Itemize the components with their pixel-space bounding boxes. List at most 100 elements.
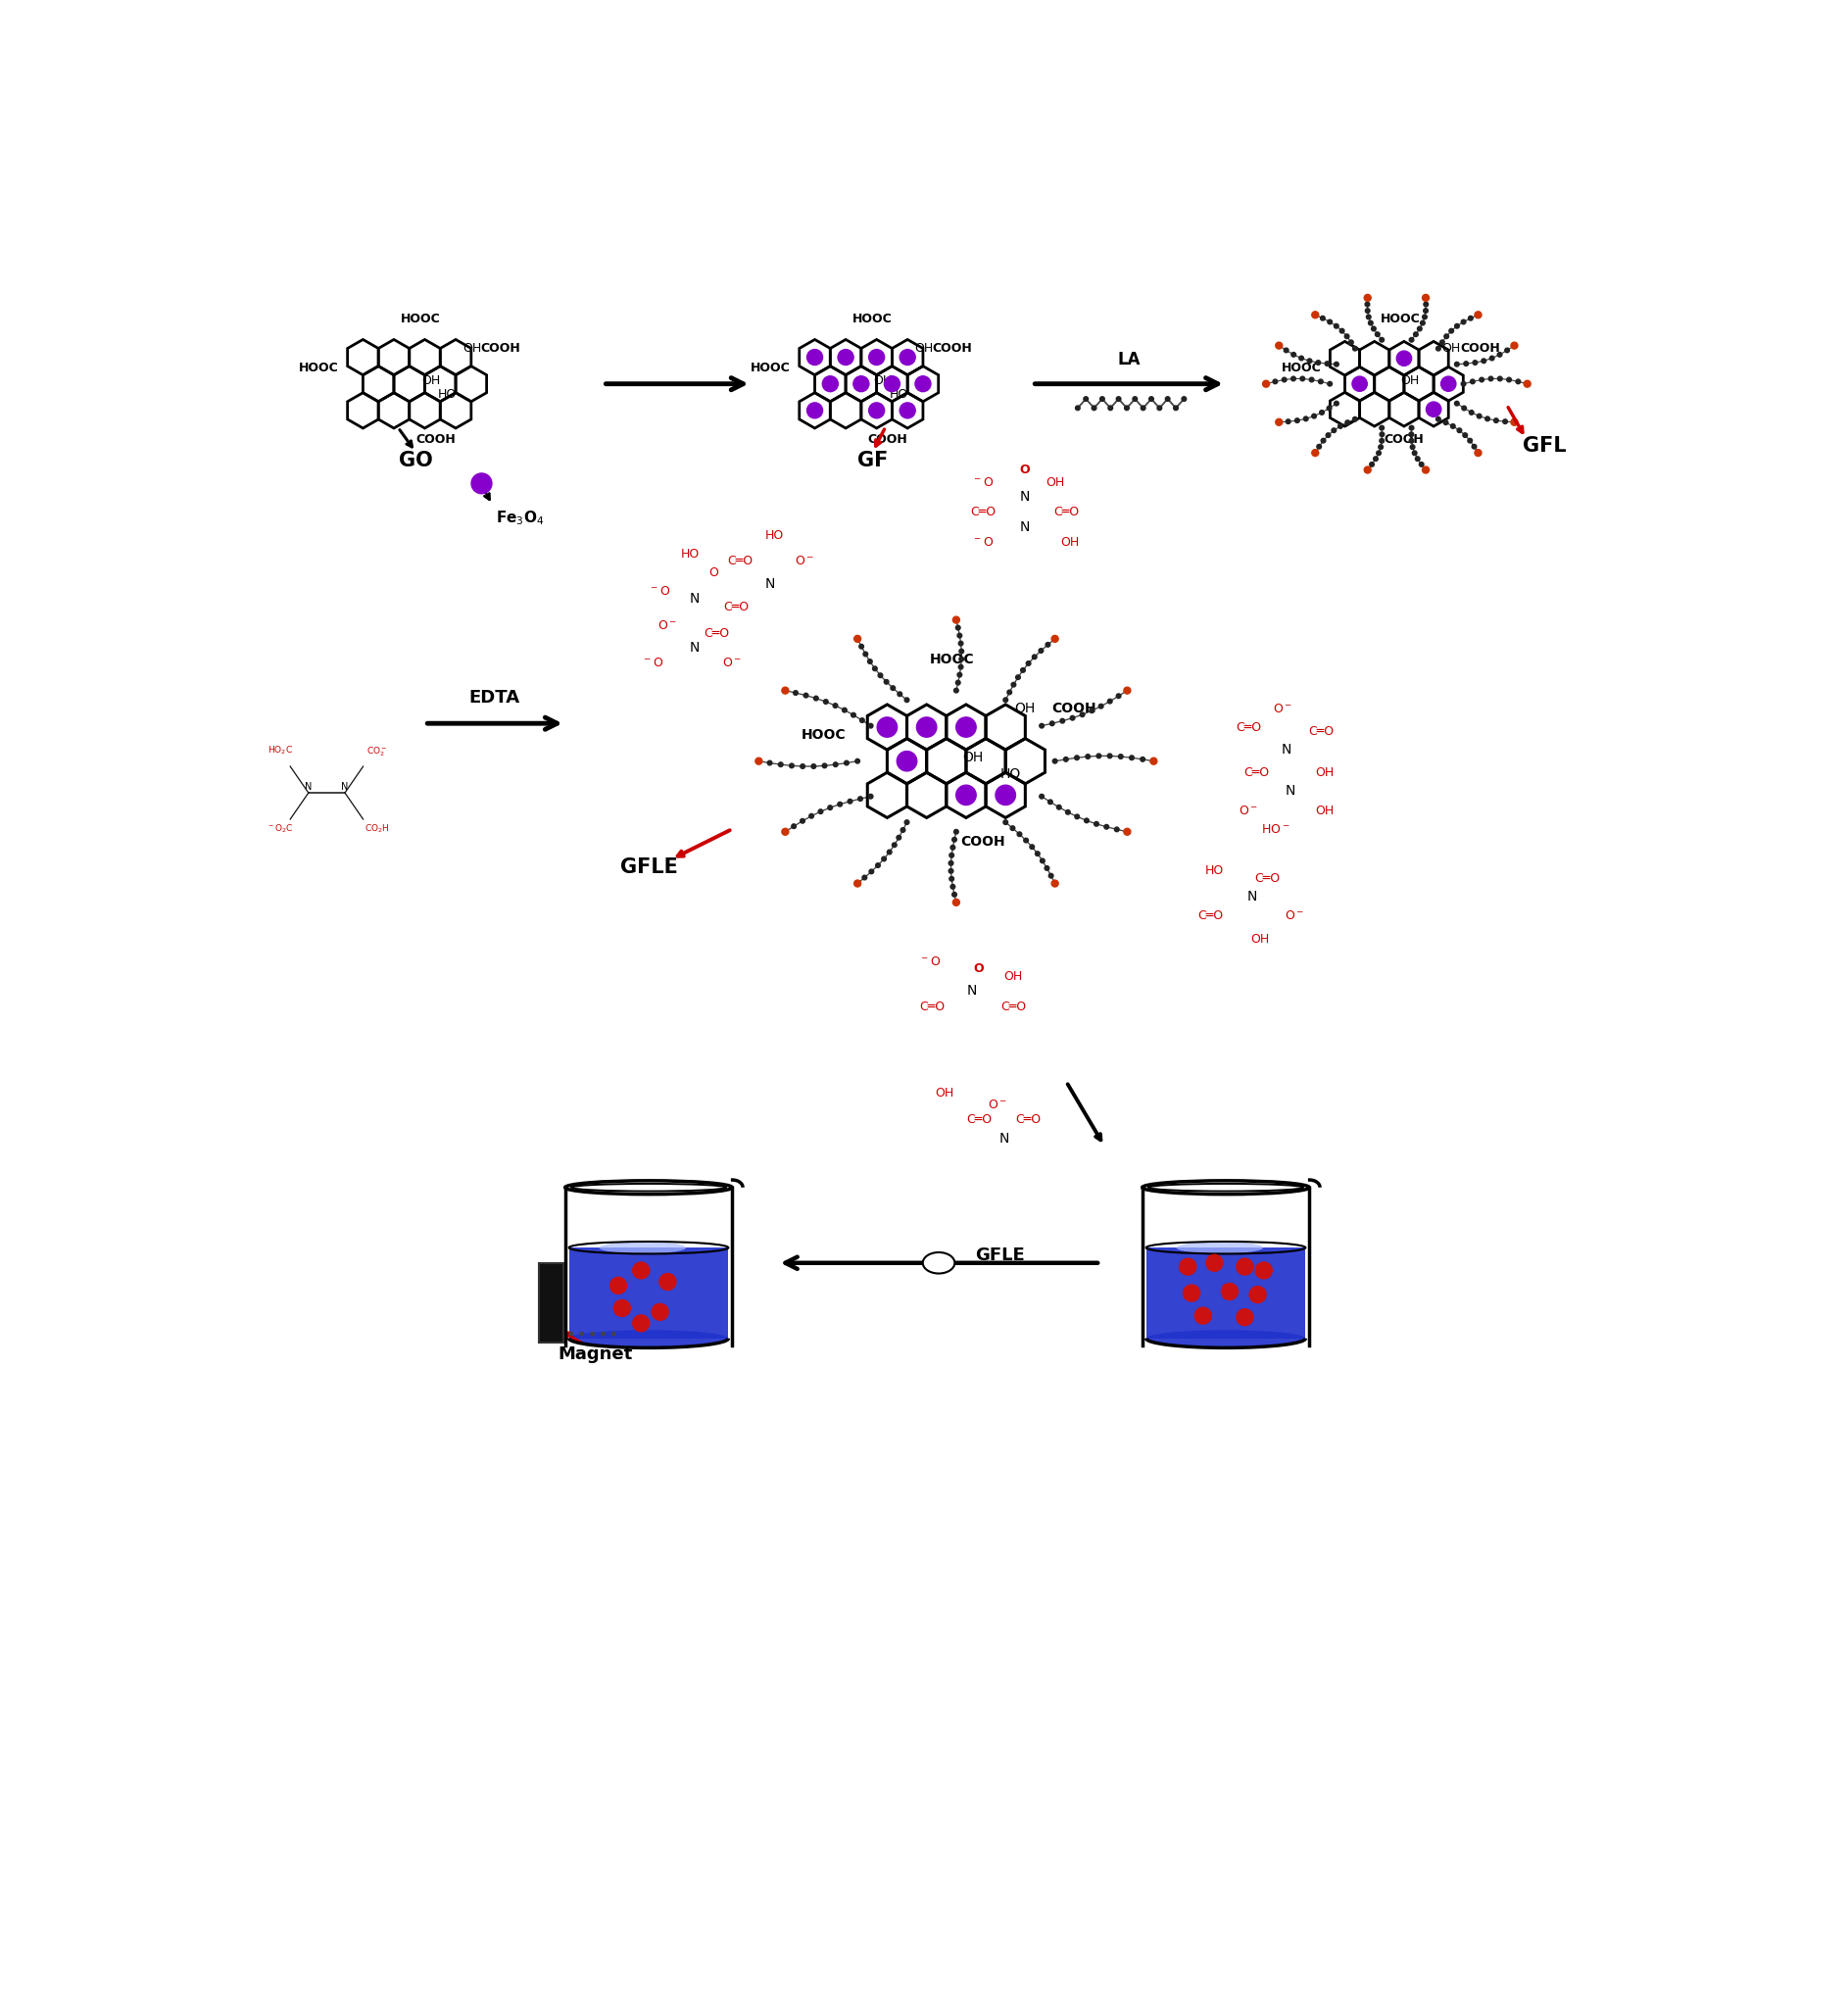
Ellipse shape bbox=[565, 1180, 732, 1194]
Circle shape bbox=[614, 1301, 630, 1317]
Circle shape bbox=[1368, 321, 1373, 325]
Circle shape bbox=[1410, 337, 1414, 343]
Text: OH: OH bbox=[462, 341, 480, 355]
Circle shape bbox=[848, 800, 852, 804]
Circle shape bbox=[1353, 417, 1356, 421]
Circle shape bbox=[837, 349, 854, 365]
Text: N: N bbox=[1020, 491, 1029, 503]
Circle shape bbox=[1327, 381, 1332, 387]
Circle shape bbox=[1410, 439, 1414, 443]
Circle shape bbox=[1116, 397, 1122, 401]
Text: HOOC: HOOC bbox=[800, 727, 846, 741]
Text: HOOC: HOOC bbox=[298, 361, 338, 375]
Circle shape bbox=[1469, 317, 1473, 321]
Circle shape bbox=[876, 864, 880, 868]
Text: OH: OH bbox=[1316, 766, 1334, 780]
Circle shape bbox=[1480, 377, 1484, 383]
Circle shape bbox=[808, 403, 822, 419]
Circle shape bbox=[952, 892, 957, 898]
Circle shape bbox=[1416, 457, 1419, 461]
Circle shape bbox=[1050, 874, 1053, 878]
Text: C═O: C═O bbox=[704, 627, 730, 639]
Circle shape bbox=[1379, 445, 1382, 449]
Text: O$^-$: O$^-$ bbox=[795, 555, 815, 567]
Circle shape bbox=[1441, 377, 1456, 391]
Text: O$^-$: O$^-$ bbox=[658, 619, 678, 631]
Circle shape bbox=[837, 802, 843, 806]
Circle shape bbox=[1482, 359, 1486, 363]
Circle shape bbox=[1096, 754, 1101, 758]
Circle shape bbox=[1076, 405, 1079, 411]
Circle shape bbox=[1303, 417, 1308, 421]
Text: GF: GF bbox=[857, 451, 889, 471]
Text: HOOC: HOOC bbox=[401, 313, 442, 325]
Circle shape bbox=[833, 703, 837, 707]
Circle shape bbox=[1016, 832, 1022, 836]
Circle shape bbox=[900, 403, 915, 419]
Circle shape bbox=[1029, 844, 1035, 850]
Circle shape bbox=[1140, 758, 1146, 762]
Text: COOH: COOH bbox=[961, 836, 1005, 848]
Circle shape bbox=[767, 762, 772, 766]
Text: O: O bbox=[1020, 463, 1029, 475]
Text: N: N bbox=[689, 591, 699, 605]
Text: N: N bbox=[765, 577, 776, 591]
Circle shape bbox=[1053, 760, 1057, 764]
Circle shape bbox=[1454, 325, 1460, 329]
Circle shape bbox=[950, 876, 954, 882]
Circle shape bbox=[833, 762, 837, 768]
Circle shape bbox=[1140, 405, 1146, 411]
Text: C═O: C═O bbox=[1255, 872, 1281, 886]
Circle shape bbox=[900, 349, 915, 365]
Text: C═O: C═O bbox=[1198, 910, 1223, 922]
Circle shape bbox=[1449, 329, 1454, 333]
Circle shape bbox=[601, 1333, 604, 1335]
Circle shape bbox=[1275, 419, 1283, 425]
Circle shape bbox=[811, 764, 817, 770]
Circle shape bbox=[1061, 719, 1064, 723]
Text: C═O: C═O bbox=[970, 507, 996, 519]
Circle shape bbox=[1334, 363, 1338, 367]
Circle shape bbox=[1334, 325, 1338, 329]
Circle shape bbox=[471, 473, 492, 493]
Circle shape bbox=[1292, 377, 1295, 381]
Text: $^-$O: $^-$O bbox=[641, 657, 663, 669]
Text: C═O: C═O bbox=[726, 555, 752, 567]
Circle shape bbox=[955, 625, 961, 629]
Circle shape bbox=[800, 764, 806, 770]
Text: $^-$O: $^-$O bbox=[972, 537, 994, 549]
Circle shape bbox=[1020, 667, 1026, 673]
Circle shape bbox=[1475, 311, 1482, 319]
Text: COOH: COOH bbox=[1052, 701, 1096, 715]
Text: HO: HO bbox=[1205, 864, 1223, 878]
Circle shape bbox=[1471, 379, 1475, 385]
Ellipse shape bbox=[1146, 1331, 1305, 1347]
Text: GFLE: GFLE bbox=[619, 858, 678, 876]
Circle shape bbox=[1016, 675, 1020, 679]
Ellipse shape bbox=[922, 1252, 955, 1273]
Circle shape bbox=[1107, 754, 1112, 758]
Text: HO: HO bbox=[765, 529, 784, 541]
Circle shape bbox=[948, 868, 954, 874]
Circle shape bbox=[878, 717, 896, 737]
Circle shape bbox=[852, 713, 856, 717]
Circle shape bbox=[1486, 417, 1489, 421]
Circle shape bbox=[1299, 357, 1303, 361]
Circle shape bbox=[1327, 407, 1332, 411]
Circle shape bbox=[869, 659, 872, 663]
Circle shape bbox=[1325, 433, 1331, 437]
Text: N: N bbox=[1281, 743, 1292, 758]
Circle shape bbox=[883, 679, 889, 683]
Text: OH: OH bbox=[915, 341, 933, 355]
Circle shape bbox=[1129, 756, 1135, 760]
Text: O$^-$: O$^-$ bbox=[1273, 701, 1292, 715]
Text: COOH: COOH bbox=[1384, 433, 1425, 445]
Text: HO: HO bbox=[1000, 768, 1022, 782]
Circle shape bbox=[859, 717, 865, 723]
Text: N: N bbox=[1000, 1132, 1009, 1144]
Circle shape bbox=[1419, 463, 1423, 467]
Circle shape bbox=[957, 633, 963, 637]
Circle shape bbox=[1334, 401, 1338, 405]
Circle shape bbox=[898, 691, 902, 695]
Circle shape bbox=[756, 758, 761, 764]
